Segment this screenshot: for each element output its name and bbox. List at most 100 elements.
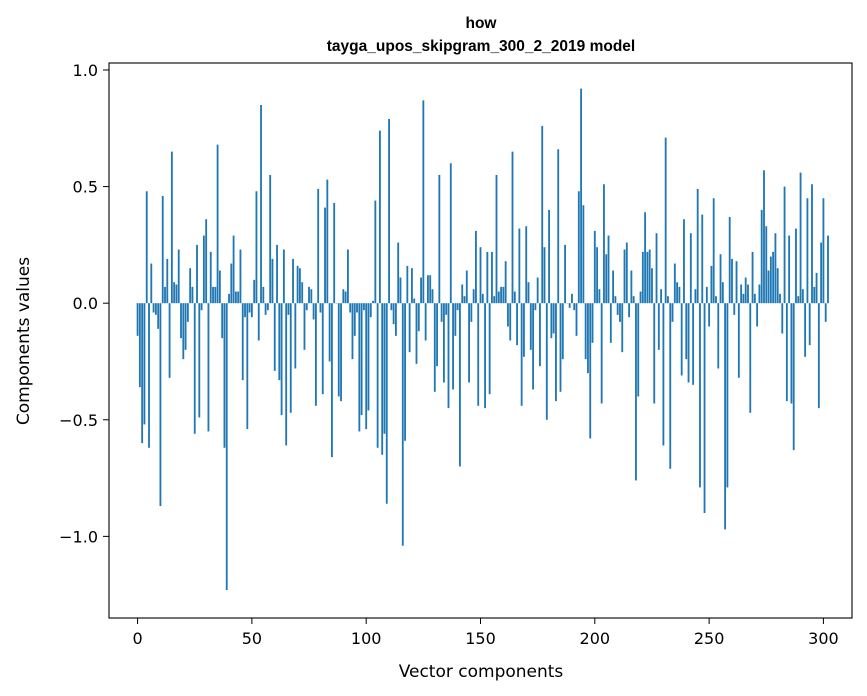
bar-18: [177, 249, 180, 304]
bar-261: [733, 303, 736, 315]
bar-171: [527, 282, 530, 304]
bar-203: [600, 303, 603, 404]
bar-1: [138, 303, 141, 388]
bar-94: [351, 303, 354, 360]
bar-189: [568, 303, 571, 308]
bar-287: [792, 303, 795, 451]
bar-296: [813, 286, 816, 304]
bar-111: [390, 303, 393, 311]
bar-284: [785, 303, 788, 402]
bar-96: [356, 303, 358, 313]
bar-234: [671, 303, 674, 322]
bar-90: [342, 289, 345, 304]
bar-35: [216, 144, 219, 304]
bar-255: [719, 254, 722, 304]
bar-10: [159, 303, 162, 507]
bar-213: [623, 249, 626, 304]
bar-199: [591, 303, 594, 343]
bar-118: [406, 265, 409, 304]
bar-139: [454, 303, 457, 336]
x-tick-label: 200: [580, 629, 611, 648]
bar-165: [513, 291, 516, 304]
bar-221: [641, 251, 644, 304]
bar-157: [495, 174, 498, 304]
bar-17: [175, 284, 178, 304]
bar-72: [301, 282, 304, 304]
bar-58: [269, 174, 272, 304]
bar-170: [525, 226, 528, 304]
bar-205: [605, 254, 608, 304]
y-tick-label: −1.0: [59, 527, 98, 546]
bar-288: [795, 228, 797, 304]
bar-48: [246, 303, 249, 430]
bar-251: [710, 265, 713, 304]
bar-212: [621, 303, 624, 353]
x-tick-label: 250: [694, 629, 725, 648]
bar-146: [470, 303, 473, 322]
bar-59: [271, 258, 274, 304]
bar-112: [392, 303, 395, 325]
chart-title: how: [466, 15, 498, 32]
bar-237: [678, 286, 681, 304]
bar-57: [266, 303, 269, 311]
bar-62: [278, 303, 281, 381]
bar-130: [433, 303, 436, 392]
bar-202: [598, 289, 601, 304]
bar-4: [145, 191, 148, 304]
bar-258: [726, 303, 729, 488]
bar-279: [774, 233, 777, 304]
bar-300: [822, 198, 825, 304]
bar-64: [282, 249, 285, 304]
bar-195: [582, 205, 585, 304]
bar-14: [168, 303, 171, 378]
bar-214: [625, 242, 628, 304]
bar-121: [413, 298, 416, 304]
bar-294: [808, 303, 811, 346]
bar-63: [280, 303, 283, 416]
bar-40: [228, 293, 230, 304]
bar-219: [637, 303, 640, 397]
bar-164: [511, 151, 514, 304]
bar-241: [687, 303, 690, 383]
bar-290: [799, 172, 802, 304]
bar-16: [173, 282, 176, 304]
x-axis-label: Vector components: [399, 662, 564, 682]
bar-160: [502, 286, 505, 304]
plot-frame: [108, 62, 853, 619]
bar-181: [550, 303, 553, 339]
bar-222: [644, 212, 647, 304]
bar-249: [705, 286, 708, 304]
x-tick-label: 0: [132, 629, 142, 648]
bar-77: [312, 303, 315, 320]
bar-201: [596, 247, 599, 304]
bar-242: [689, 233, 692, 304]
bar-98: [360, 303, 363, 416]
bar-226: [653, 303, 656, 404]
bar-243: [692, 303, 695, 385]
bar-194: [580, 88, 583, 304]
bar-259: [728, 216, 731, 304]
bar-13: [166, 258, 169, 304]
bar-80: [319, 303, 322, 313]
bar-168: [520, 303, 523, 406]
bar-260: [731, 258, 733, 304]
bar-291: [801, 289, 804, 304]
bar-55: [262, 286, 265, 304]
bar-150: [479, 247, 482, 304]
bar-149: [477, 303, 480, 406]
bar-250: [708, 303, 711, 327]
bar-127: [427, 275, 429, 304]
bar-210: [616, 303, 619, 315]
bar-145: [468, 303, 470, 383]
bar-119: [408, 303, 411, 353]
bar-115: [399, 277, 402, 304]
bar-107: [381, 303, 384, 455]
bar-240: [685, 303, 688, 360]
bar-67: [289, 303, 292, 413]
bar-53: [257, 303, 260, 341]
bar-105: [376, 303, 379, 448]
bar-11: [161, 195, 164, 304]
x-tick-label: 300: [808, 629, 839, 648]
bar-187: [564, 244, 566, 304]
bar-252: [712, 198, 715, 304]
